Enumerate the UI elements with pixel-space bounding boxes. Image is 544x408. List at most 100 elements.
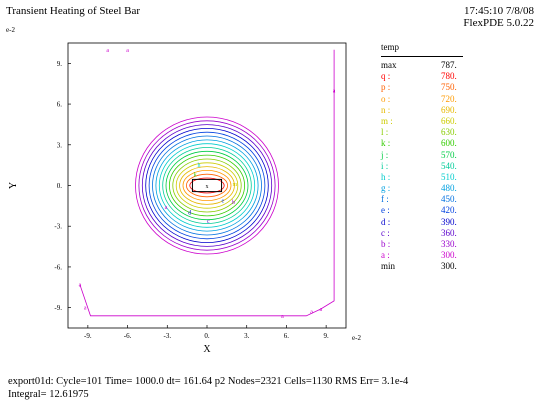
legend-row: e : 420. [381,205,461,216]
contour-line-g [155,139,259,232]
legend-label: max [381,60,397,70]
legend-row: h : 510. [381,172,461,183]
legend-row: a : 300. [381,250,461,261]
y-axis-label: Y [8,182,19,189]
legend-row: c : 360. [381,228,461,239]
legend-row: f : 450. [381,194,461,205]
legend-value: 720. [441,93,457,104]
legend-value: 750. [441,82,457,93]
legend-value: 510. [441,171,457,182]
legend-row: g : 480. [381,183,461,194]
legend-label: d : [381,216,391,227]
legend-row: k : 600. [381,138,461,149]
legend-value: 780. [441,71,457,82]
x-tick-label: -6. [124,332,132,340]
legend-value: 450. [441,194,457,205]
x-tick-label: -3. [163,332,171,340]
legend-value: 690. [441,104,457,115]
contour-letter: a [320,307,323,313]
legend: temp max 787. q : 780. p : 750. o : 720. n : 690.… [381,42,463,273]
x-tick-label: 3. [244,332,250,340]
contour-letter: a [333,89,336,95]
y-tick-label: -3. [54,223,62,231]
legend-row: o : 720. [381,94,461,105]
x-tick-label: 9. [324,332,330,340]
legend-row: l : 630. [381,127,461,138]
legend-value: 420. [441,205,457,216]
contour-letter: a [310,310,313,316]
legend-label: g : [381,183,391,194]
contour-letter: a [165,205,168,211]
legend-label: j : [381,149,389,160]
contour-letter: a [106,48,109,54]
legend-label: q : [381,71,391,82]
legend-label: a : [381,250,390,261]
x-tick-label: 6. [284,332,290,340]
contour-line-d [145,127,269,243]
integral-line: Integral= 12.61975 [8,389,89,400]
legend-value: 600. [441,138,457,149]
legend-row: max 787. [381,60,461,71]
steel-bar [191,178,223,193]
status-line: export01d: Cycle=101 Time= 1000.0 dt= 16… [8,376,409,387]
contour-letter: m [232,182,237,188]
legend-value: 300. [441,250,457,261]
legend-label: i : [381,160,389,171]
contour-line-e [148,131,266,240]
contour-line-q [189,177,225,194]
x-exponent-label: e-2 [352,334,361,342]
contour-letter: e [222,198,225,204]
legend-row: n : 690. [381,105,461,116]
x-tick-label: 0. [204,332,210,340]
legend-value: 360. [441,227,457,238]
legend-value: 630. [441,127,457,138]
contour-line-o [182,169,232,201]
contour-line-m [175,162,239,209]
legend-label: k : [381,138,391,149]
contour-letter: a [126,48,129,54]
contour-line-f [152,135,262,236]
legend-value: 660. [441,115,457,126]
contour-letter: a [79,283,82,289]
contour-line-j [165,150,249,221]
legend-row: d : 390. [381,217,461,228]
contour-letter: c [207,219,210,225]
contour-letter: h [198,163,201,169]
x-axis-label: X [203,344,211,355]
legend-label: min [381,261,396,272]
legend-header: temp [381,42,463,57]
legend-row: j : 570. [381,150,461,161]
contour-line-c [141,124,273,247]
y-tick-label: 6. [57,101,63,109]
legend-value: 300. [441,261,457,272]
legend-value: 390. [441,216,457,227]
legend-row: b : 330. [381,239,461,250]
legend-label: m : [381,115,393,126]
legend-value: 540. [441,160,457,171]
legend-row: i : 540. [381,161,461,172]
legend-row: min 300. [381,261,461,272]
x-tick-label: -9. [84,332,92,340]
contour-line-b [138,120,276,251]
y-tick-label: 3. [57,141,63,149]
contour-letter: a [84,306,87,312]
contour-letter: d [188,211,191,217]
legend-rows: max 787. q : 780. p : 750. o : 720. n : 690. m : 66… [381,60,461,273]
legend-label: n : [381,104,391,115]
y-exponent-label: e-2 [6,26,15,34]
legend-row: m : 660. [381,116,461,127]
legend-value: 480. [441,183,457,194]
contour-line-p [185,173,228,198]
legend-label: p : [381,82,391,93]
contour-line-i [162,147,252,224]
y-tick-label: 0. [57,182,63,190]
time-date: 17:45:10 7/8/08 [464,5,534,17]
y-tick-label: 9. [57,60,63,68]
y-tick-label: -6. [54,263,62,271]
bar-center-marker: x [206,184,209,190]
contour-line-l [172,158,242,213]
contour-letter: a [281,314,284,320]
legend-label: b : [381,239,391,249]
timestamp-block: 17:45:10 7/8/08 FlexPDE 5.0.22 [463,5,534,29]
